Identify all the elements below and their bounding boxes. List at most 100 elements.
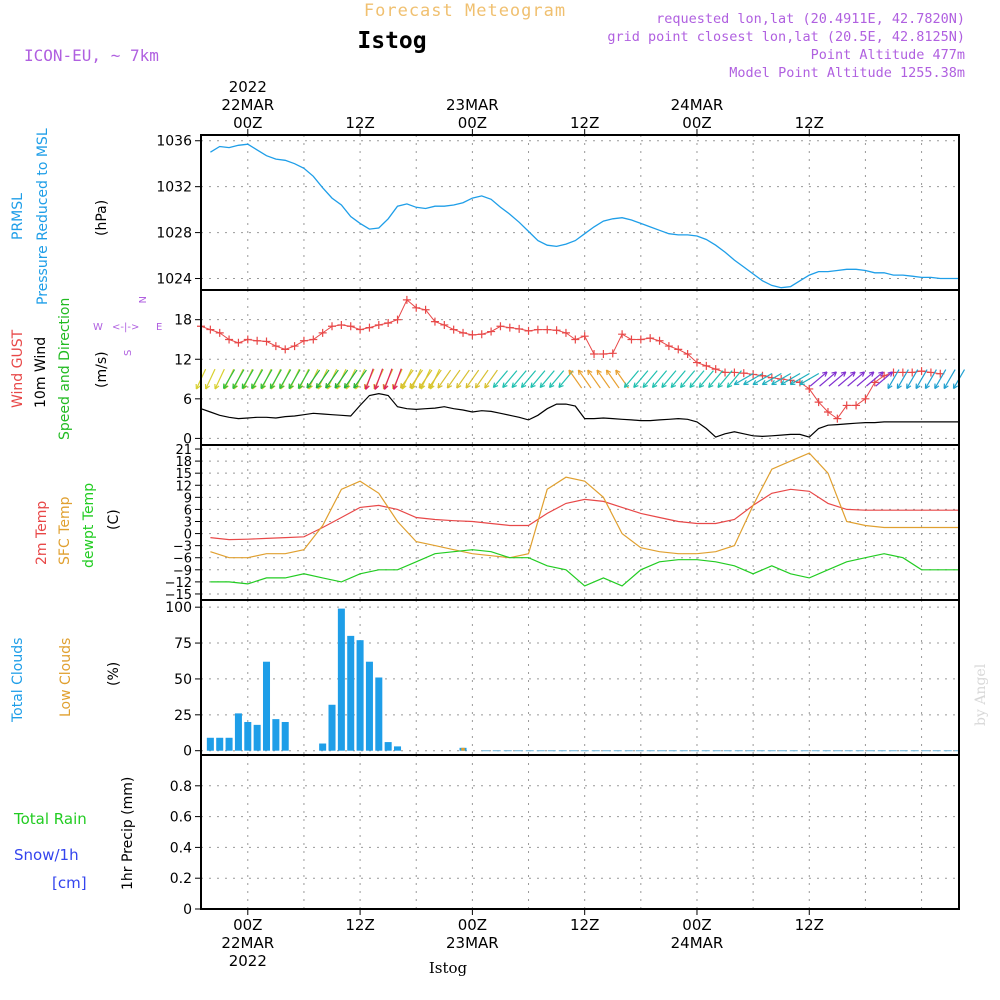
y-tick-label: −3	[173, 540, 192, 555]
top-time-label: 2022	[229, 78, 267, 96]
wind-arrowhead	[364, 384, 370, 390]
wind-arrow	[437, 369, 452, 389]
y-tick-label: 15	[175, 467, 192, 482]
wind-arrowhead	[428, 383, 434, 389]
y-tick-label: 75	[174, 636, 192, 652]
wind-arrowhead	[850, 371, 856, 377]
wind-arrowhead	[251, 383, 257, 390]
wind-arrowhead	[232, 383, 238, 390]
gust-marker	[299, 336, 308, 345]
gust-marker	[552, 326, 561, 335]
gust-marker	[739, 369, 748, 378]
top-time-label: 00Z	[233, 114, 262, 132]
gust-marker	[608, 349, 617, 358]
wind-arrowhead	[511, 382, 517, 389]
wind-arrowhead	[539, 382, 546, 389]
total-cloud-bar	[253, 724, 261, 751]
wind-arrowhead	[868, 371, 875, 377]
gust-marker	[618, 330, 627, 339]
wind-arrowhead	[840, 371, 847, 377]
wind-label-3: Speed and Direction	[57, 298, 73, 440]
gust-marker	[599, 349, 608, 358]
wind-arrow	[642, 370, 658, 388]
wind-arrowhead	[353, 383, 359, 389]
compass-s: S	[123, 350, 134, 356]
wind-arrowhead	[392, 384, 398, 390]
wind-arrowhead	[633, 382, 639, 389]
wind-arrowhead	[670, 382, 677, 389]
bottom-time-label: 24MAR	[671, 934, 724, 952]
y-tick-label: −6	[173, 552, 192, 567]
wind-arrow	[924, 369, 937, 389]
wind-arrow	[288, 369, 301, 389]
gust-marker	[356, 325, 365, 334]
wind-arrowhead	[752, 380, 758, 386]
wind-arrow	[856, 371, 875, 387]
pressure-unit: (hPa)	[94, 200, 110, 236]
wind-frame	[200, 289, 960, 446]
gust-marker	[833, 414, 842, 423]
gust-marker	[318, 328, 327, 337]
wind-arrowhead	[437, 383, 443, 389]
wind-arrow	[428, 369, 442, 389]
gust-marker	[515, 324, 524, 333]
wind-arrowhead	[343, 383, 350, 389]
wind-arrowhead	[799, 380, 805, 386]
clouds-label-2: Low Clouds	[58, 638, 74, 717]
pressure-label-2: Pressure Reduced to MSL	[35, 128, 51, 305]
gust-marker	[365, 323, 374, 332]
y-tick-label: −9	[173, 564, 192, 579]
wind-arrowhead	[269, 383, 275, 390]
wind-arrowhead	[502, 382, 508, 389]
gust-marker	[749, 370, 758, 379]
wind-arrowhead	[915, 383, 921, 390]
gust-marker	[225, 335, 234, 344]
wind-arrow	[205, 368, 216, 390]
wind-panel: 0 6 12 18 Wind GUST 10m Wind Speed and Directi…	[10, 289, 966, 447]
gust-marker	[234, 338, 243, 347]
gust-marker	[711, 365, 720, 374]
wind-arrowhead	[761, 380, 768, 386]
gust-marker	[674, 345, 683, 354]
wind-arrowhead	[548, 382, 555, 389]
wind-arrow	[418, 369, 433, 389]
wind-arrow	[383, 368, 393, 390]
gust-marker	[917, 367, 926, 376]
wind-arrowhead	[642, 382, 648, 389]
wind-arrowhead	[568, 369, 574, 376]
wind-arrow	[934, 369, 947, 389]
wind-arrow	[837, 371, 856, 387]
total-cloud-bar	[365, 661, 373, 751]
wind-arrow	[297, 369, 310, 389]
gust-marker	[271, 342, 280, 351]
wind-arrow	[492, 370, 508, 388]
wind-arrowhead	[831, 371, 837, 377]
top-time-label: 00Z	[458, 114, 487, 132]
gust-marker	[852, 401, 861, 410]
gust-marker	[346, 322, 355, 331]
wind-arrow	[456, 369, 470, 389]
wind-arrowhead	[780, 380, 787, 386]
wind-arrowhead	[204, 383, 211, 390]
wind-arrowhead	[587, 369, 593, 376]
wind-arrow	[343, 369, 358, 389]
wind-arrow	[661, 370, 677, 388]
bottom-time-label: 12Z	[795, 916, 824, 934]
y-tick-label: −12	[165, 576, 192, 591]
gust-marker	[487, 327, 496, 336]
wind-arrowhead	[297, 383, 303, 390]
wind-arrowhead	[952, 383, 959, 390]
gust-marker	[206, 325, 215, 334]
model-name: ICON-EU, ~ 7km	[24, 46, 159, 65]
total-cloud-bar	[319, 743, 327, 751]
wind-arrow	[596, 369, 611, 389]
wind-arrow	[446, 369, 461, 389]
gust-marker	[215, 328, 224, 337]
temp-unit: (C)	[106, 509, 122, 530]
wind-arrow	[502, 370, 518, 388]
wind-arrow	[279, 369, 292, 389]
gust-marker	[627, 335, 636, 344]
top-time-label: 00Z	[682, 114, 711, 132]
top-time-label: 12Z	[570, 114, 599, 132]
